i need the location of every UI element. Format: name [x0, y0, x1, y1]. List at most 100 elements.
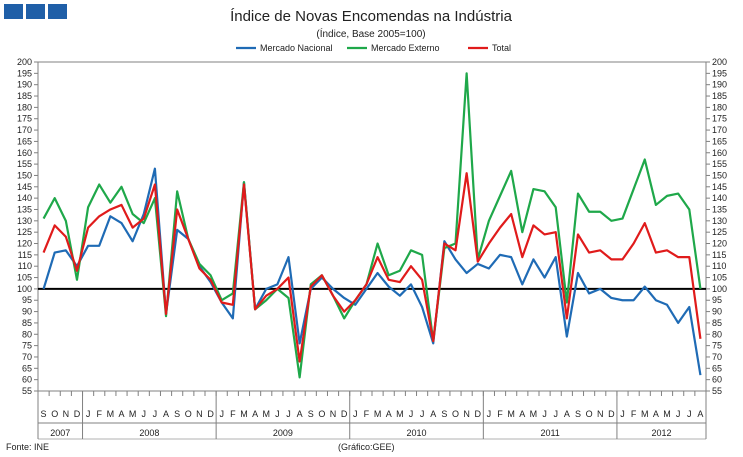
x-month-label: O [318, 409, 325, 419]
y-tick-label-right: 140 [712, 193, 727, 203]
x-month-label: M [396, 409, 404, 419]
x-month-label: J [542, 409, 547, 419]
y-tick-label-right: 55 [712, 386, 722, 396]
x-month-label: N [463, 409, 470, 419]
logo-block-2 [26, 4, 45, 19]
chart-credit: (Gráfico:GEE) [338, 442, 395, 452]
x-month-label: M [262, 409, 270, 419]
x-month-label: A [118, 409, 124, 419]
x-month-label: F [631, 409, 637, 419]
x-year-label: 2008 [139, 428, 159, 438]
y-tick-label-right: 130 [712, 216, 727, 226]
x-year-label: 2007 [50, 428, 70, 438]
x-month-label: J [275, 409, 280, 419]
y-tick-label-left: 185 [17, 91, 32, 101]
x-year-label: 2011 [540, 428, 559, 438]
y-tick-label-right: 75 [712, 341, 722, 351]
x-month-label: A [697, 409, 703, 419]
x-month-label: A [564, 409, 570, 419]
y-tick-label-left: 65 [22, 363, 32, 373]
x-month-label: M [129, 409, 137, 419]
x-month-label: S [41, 409, 47, 419]
y-tick-label-left: 120 [17, 239, 32, 249]
x-month-label: S [575, 409, 581, 419]
x-month-label: D [608, 409, 615, 419]
x-month-label: J [353, 409, 358, 419]
x-month-label: O [185, 409, 192, 419]
y-tick-label-right: 105 [712, 273, 727, 283]
y-tick-label-right: 110 [712, 261, 726, 271]
logo-block-1 [4, 4, 23, 19]
y-tick-label-left: 80 [22, 329, 32, 339]
y-tick-label-left: 195 [17, 68, 32, 78]
y-tick-label-left: 100 [17, 284, 32, 294]
y-tick-label-right: 65 [712, 363, 722, 373]
x-month-label: J [86, 409, 91, 419]
x-month-label: D [341, 409, 348, 419]
legend-label-total: Total [492, 43, 511, 53]
x-month-label: A [252, 409, 258, 419]
x-month-label: M [663, 409, 671, 419]
x-month-label: A [519, 409, 525, 419]
x-month-label: N [597, 409, 604, 419]
x-month-label: J [142, 409, 147, 419]
x-month-label: D [207, 409, 214, 419]
y-tick-label-left: 90 [22, 307, 32, 317]
x-month-label: J [676, 409, 681, 419]
x-year-label: 2012 [651, 428, 671, 438]
y-tick-label-right: 115 [712, 250, 726, 260]
logo-block-3 [48, 4, 67, 19]
x-month-label: M [507, 409, 515, 419]
y-tick-label-right: 125 [712, 227, 727, 237]
y-tick-label-right: 95 [712, 295, 722, 305]
y-tick-label-right: 200 [712, 57, 727, 67]
y-tick-label-left: 110 [18, 261, 32, 271]
series-line-mercado-externo [42, 72, 702, 379]
x-month-label: J [553, 409, 558, 419]
y-tick-label-right: 160 [712, 148, 727, 158]
y-tick-label-right: 135 [712, 204, 727, 214]
x-month-label: A [297, 409, 303, 419]
x-month-label: S [441, 409, 447, 419]
y-tick-label-right: 165 [712, 136, 727, 146]
x-month-label: S [308, 409, 314, 419]
y-tick-label-left: 85 [22, 318, 32, 328]
x-month-label: J [286, 409, 291, 419]
x-month-label: N [63, 409, 70, 419]
x-month-label: O [586, 409, 593, 419]
x-month-label: F [96, 409, 102, 419]
x-year-label: 2010 [407, 428, 427, 438]
y-tick-label-left: 130 [17, 216, 32, 226]
y-tick-label-left: 155 [17, 159, 32, 169]
x-month-label: J [687, 409, 692, 419]
legend-label-mercado-nacional: Mercado Nacional [260, 43, 333, 53]
y-tick-label-left: 140 [17, 193, 32, 203]
legend-label-mercado-externo: Mercado Externo [371, 43, 440, 53]
x-month-label: M [374, 409, 382, 419]
x-month-label: F [230, 409, 236, 419]
y-tick-label-right: 85 [712, 318, 722, 328]
x-month-label: D [74, 409, 81, 419]
x-month-label: J [487, 409, 492, 419]
x-month-label: F [497, 409, 503, 419]
x-month-label: N [330, 409, 337, 419]
y-tick-label-right: 175 [712, 114, 727, 124]
y-tick-label-right: 170 [712, 125, 727, 135]
y-tick-label-left: 165 [17, 136, 32, 146]
y-tick-label-left: 150 [17, 170, 32, 180]
y-tick-label-right: 70 [712, 352, 722, 362]
y-tick-label-left: 170 [17, 125, 32, 135]
x-month-label: M [641, 409, 649, 419]
x-month-label: A [653, 409, 659, 419]
x-month-label: J [409, 409, 414, 419]
y-tick-label-right: 145 [712, 182, 727, 192]
y-tick-label-left: 180 [17, 102, 32, 112]
series-line-total [42, 172, 702, 363]
x-month-label: A [386, 409, 392, 419]
y-tick-label-left: 135 [17, 204, 32, 214]
x-month-label: A [163, 409, 169, 419]
y-tick-label-left: 175 [17, 114, 32, 124]
x-month-label: D [475, 409, 482, 419]
